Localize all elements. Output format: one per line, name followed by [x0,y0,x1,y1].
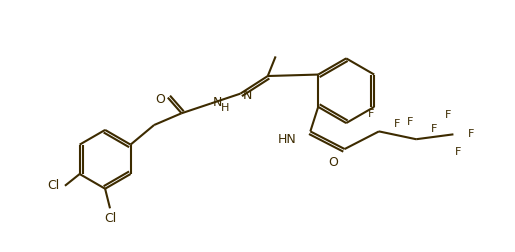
Text: H: H [221,103,229,113]
Text: N: N [242,89,252,102]
Text: F: F [393,118,400,129]
Text: Cl: Cl [104,212,116,225]
Text: O: O [328,156,338,169]
Text: O: O [155,93,165,106]
Text: HN: HN [278,133,297,146]
Text: F: F [368,109,374,119]
Text: Cl: Cl [47,179,59,192]
Text: F: F [455,147,461,157]
Text: F: F [445,110,452,120]
Text: F: F [407,117,414,127]
Text: F: F [431,124,437,134]
Text: F: F [468,129,474,139]
Text: N: N [213,96,222,109]
